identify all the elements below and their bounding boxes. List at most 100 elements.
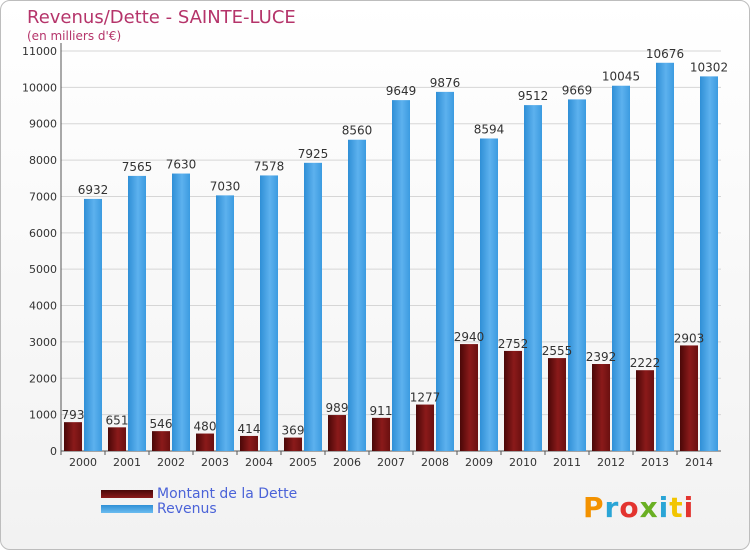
logo-letter: i: [658, 491, 670, 524]
data-label-revenus: 7565: [122, 160, 153, 174]
bar-revenus: [260, 175, 278, 451]
x-tick-label: 2000: [69, 456, 97, 469]
data-label-dette: 793: [62, 408, 85, 422]
bar-dette: [328, 415, 346, 451]
y-tick-label: 9000: [29, 118, 57, 131]
chart-subtitle: (en milliers d'€): [27, 29, 122, 43]
data-label-dette: 414: [238, 422, 261, 436]
bar-dette: [196, 433, 214, 451]
data-label-revenus: 10302: [690, 60, 728, 74]
bar-dette: [284, 437, 302, 451]
x-tick-label: 2007: [377, 456, 405, 469]
bar-dette: [108, 427, 126, 451]
data-label-dette: 2555: [542, 344, 573, 358]
data-label-revenus: 9669: [562, 83, 593, 97]
legend-item-dette: Montant de la Dette: [101, 486, 298, 502]
x-tick-label: 2008: [421, 456, 449, 469]
logo-letter: P: [583, 491, 605, 524]
y-tick-label: 11000: [22, 45, 57, 58]
x-tick-label: 2010: [509, 456, 537, 469]
bar-dette: [152, 431, 170, 451]
y-tick-label: 3000: [29, 336, 57, 349]
data-label-dette: 2940: [454, 330, 485, 344]
y-tick-label: 8000: [29, 154, 57, 167]
bar-dette: [636, 370, 654, 451]
bar-revenus: [568, 99, 586, 452]
y-tick-label: 5000: [29, 263, 57, 276]
x-tick-label: 2002: [157, 456, 185, 469]
legend-item-revenus: Revenus: [101, 501, 217, 517]
y-tick-label: 2000: [29, 372, 57, 385]
bar-revenus: [348, 139, 366, 451]
data-label-dette: 2392: [586, 350, 617, 364]
x-tick-label: 2013: [641, 456, 669, 469]
bar-revenus: [172, 173, 190, 451]
data-label-dette: 480: [194, 420, 217, 434]
y-tick-label: 7000: [29, 190, 57, 203]
logo-letter: x: [639, 491, 659, 524]
data-label-revenus: 10676: [646, 47, 684, 61]
bar-dette: [64, 422, 82, 451]
x-tick-label: 2014: [685, 456, 713, 469]
y-tick-label: 1000: [29, 409, 57, 422]
x-tick-label: 2001: [113, 456, 141, 469]
bar-revenus: [216, 195, 234, 451]
logo-letter: t: [669, 491, 684, 524]
bar-revenus: [84, 198, 102, 451]
bar-dette: [680, 345, 698, 451]
logo-letter: o: [619, 491, 640, 524]
legend-label-dette: Montant de la Dette: [157, 486, 298, 502]
data-label-revenus: 10045: [602, 70, 640, 84]
data-label-revenus: 6932: [78, 183, 109, 197]
y-tick-label: 10000: [22, 81, 57, 94]
bar-revenus: [304, 162, 322, 451]
data-label-revenus: 9512: [518, 89, 549, 103]
data-label-revenus: 7578: [254, 159, 285, 173]
data-label-revenus: 7630: [166, 158, 197, 172]
y-tick-label: 4000: [29, 300, 57, 313]
data-label-dette: 2903: [674, 331, 705, 345]
data-label-dette: 1277: [410, 391, 441, 405]
bar-revenus: [128, 175, 146, 451]
y-tick-label: 6000: [29, 227, 57, 240]
x-tick-label: 2009: [465, 456, 493, 469]
x-tick-label: 2011: [553, 456, 581, 469]
bar-revenus: [524, 105, 542, 451]
x-tick-label: 2006: [333, 456, 361, 469]
data-label-revenus: 8560: [342, 124, 373, 138]
legend-swatch-revenus: [101, 505, 153, 513]
logo-letter: r: [604, 491, 620, 524]
bar-dette: [592, 364, 610, 451]
data-label-dette: 651: [106, 413, 129, 427]
x-tick-label: 2012: [597, 456, 625, 469]
bar-dette: [504, 350, 522, 451]
bar-revenus: [392, 100, 410, 452]
y-tick-label: 0: [50, 445, 57, 458]
bar-dette: [416, 404, 434, 451]
data-label-dette: 989: [326, 401, 349, 415]
bar-dette: [372, 417, 390, 451]
x-tick-label: 2005: [289, 456, 317, 469]
data-label-revenus: 8594: [474, 122, 505, 136]
bar-revenus: [436, 91, 454, 451]
bar-dette: [548, 358, 566, 451]
bar-revenus: [612, 85, 630, 452]
x-tick-label: 2003: [201, 456, 229, 469]
data-label-revenus: 7925: [298, 147, 329, 161]
bar-revenus: [700, 76, 718, 451]
data-label-dette: 911: [370, 404, 393, 418]
data-label-dette: 369: [282, 424, 305, 438]
data-label-dette: 2752: [498, 337, 529, 351]
data-label-revenus: 9876: [430, 76, 461, 90]
legend-swatch-dette: [101, 490, 153, 498]
x-tick-label: 2004: [245, 456, 273, 469]
bar-revenus: [480, 138, 498, 451]
legend-label-revenus: Revenus: [157, 501, 217, 517]
data-label-revenus: 9649: [386, 84, 417, 98]
bar-revenus: [656, 62, 674, 451]
bar-dette: [240, 435, 258, 451]
bar-dette: [460, 344, 478, 451]
data-label-dette: 546: [150, 417, 173, 431]
